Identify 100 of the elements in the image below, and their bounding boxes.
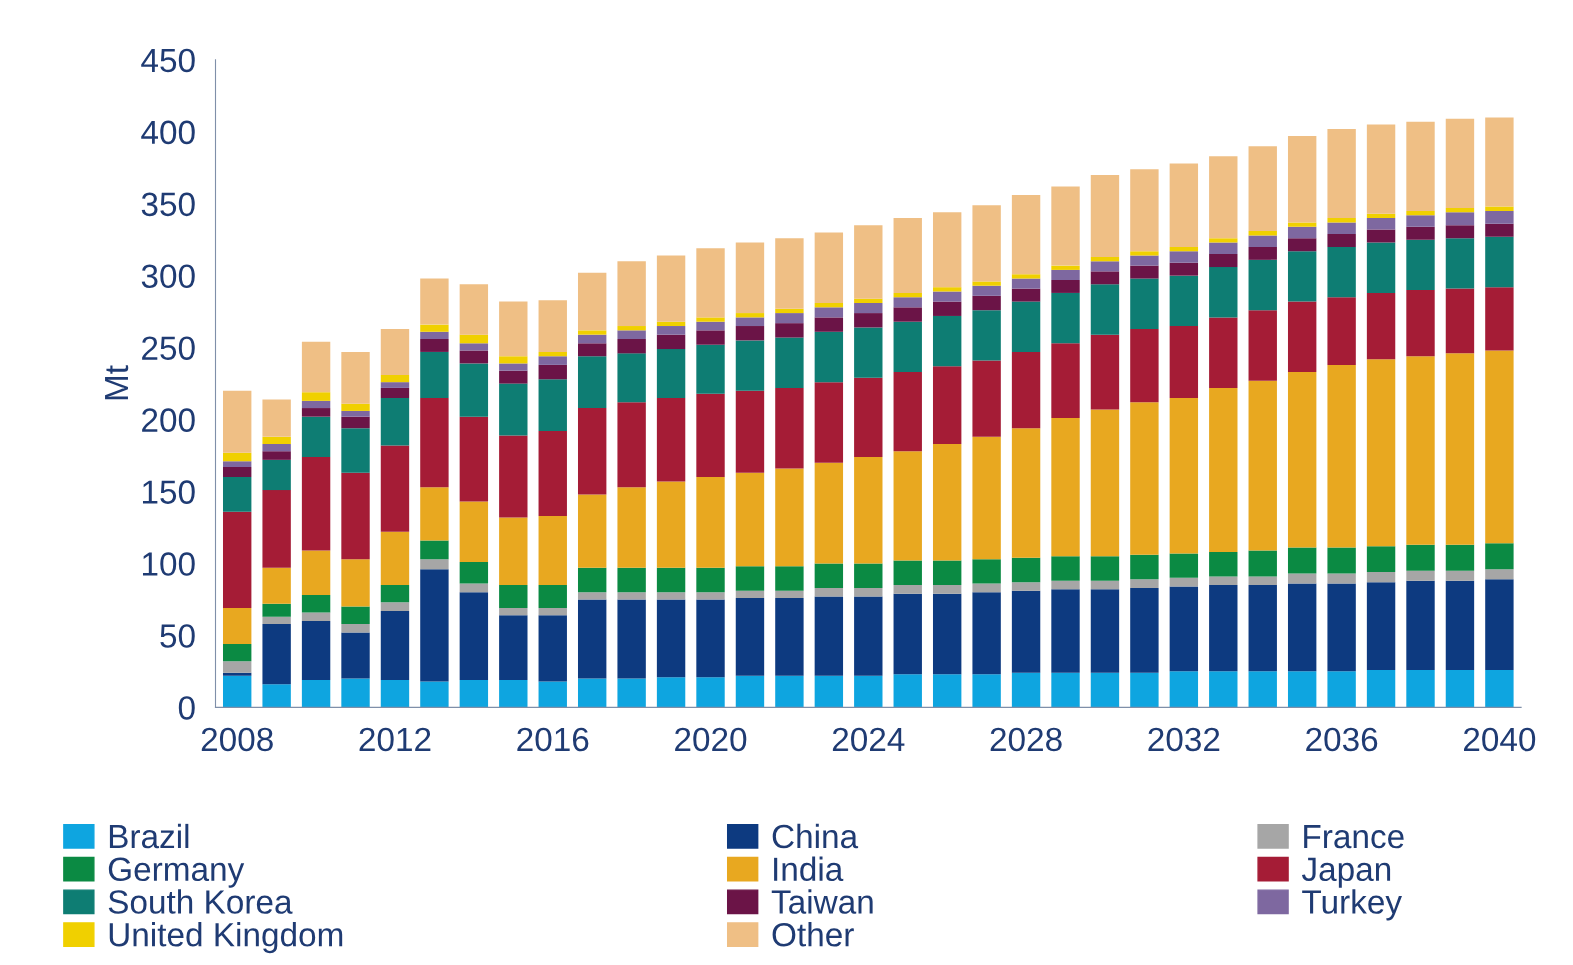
bar [1287,671,1317,708]
bar [538,351,567,357]
bar [341,623,370,633]
bar [1011,582,1041,591]
bar [262,444,291,452]
bar [972,285,1001,296]
bar [341,428,370,473]
bar [1090,334,1120,410]
bar [223,511,252,609]
bar [1130,579,1159,588]
bar [656,255,686,322]
bar [420,351,449,398]
bar [1485,287,1514,351]
bar [696,248,725,318]
bar [223,452,252,462]
bar [932,291,962,302]
bar [1011,288,1041,302]
bar [223,675,252,708]
bar [932,287,962,292]
bar [775,597,804,676]
bar [696,321,725,331]
bar [1169,326,1199,398]
bar [775,675,804,708]
bar [459,284,489,335]
legend-label: China [772,823,859,849]
bar [1445,570,1475,581]
bar [932,593,962,675]
bar [1051,269,1080,280]
bar [341,606,370,624]
bar [1366,229,1396,243]
bar [1169,397,1199,554]
bar [1485,223,1514,237]
bar [1248,259,1277,311]
bar [814,675,844,708]
bar [420,540,449,560]
bar [775,590,804,598]
bar [1485,206,1514,211]
bar [380,374,410,383]
bar [1327,547,1356,574]
bar [1327,218,1356,223]
bar [420,278,449,325]
bar [656,599,686,678]
bar [1248,146,1277,232]
bar [1485,350,1514,544]
bar [577,334,607,344]
bar [972,583,1001,593]
bar [301,341,331,393]
bar [1011,557,1041,583]
bar [1011,278,1041,289]
bar [854,313,883,328]
bar [380,610,410,681]
bar [1406,356,1435,545]
bar [1011,351,1041,429]
legend-label: Other [772,922,854,947]
bar [1445,225,1475,239]
bar [854,596,883,676]
bar [459,363,489,417]
bar [656,326,686,335]
bar [1445,212,1475,226]
bar [1051,279,1080,293]
bar [1445,353,1475,545]
bar [617,261,646,327]
bar [1090,589,1120,673]
bar [499,356,528,364]
bar [735,340,765,391]
bar [459,343,489,351]
bar [223,461,252,468]
bar [656,321,686,327]
bar [1169,275,1199,327]
bar [301,550,331,596]
bar [1406,215,1435,227]
bar [854,587,883,597]
bar [1445,208,1475,213]
bar [617,592,646,600]
bar [1366,572,1396,583]
bar [696,344,725,394]
bar [696,477,725,568]
bar [972,205,1001,282]
bar [1445,580,1475,670]
bar [1130,587,1159,673]
bar [380,397,410,446]
bar [380,445,410,532]
bar [262,567,291,604]
bar [499,680,528,708]
bar [1090,256,1120,262]
x-tick-label: 2028 [990,727,1062,752]
bar [499,608,528,616]
bar [972,436,1001,560]
bar [972,592,1001,675]
bar [1327,297,1356,365]
bar [735,590,765,598]
bar [577,678,607,708]
bar [577,356,607,409]
bar [814,587,844,597]
legend-label: South Korea [108,889,293,914]
bar [499,615,528,681]
bar [1327,671,1356,708]
bar [301,392,331,401]
bar [1169,671,1199,708]
bar [932,444,962,561]
